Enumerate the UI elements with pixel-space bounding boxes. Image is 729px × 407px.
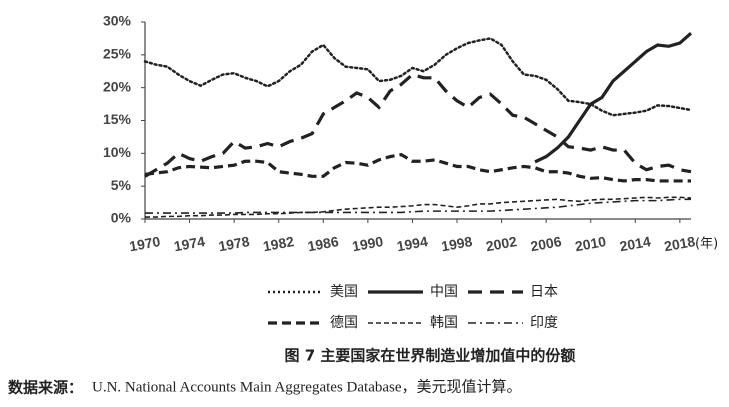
x-tick-label: 2002 (485, 233, 519, 254)
chart-title: 图 7 主要国家在世界制造业增加值中的份额 (285, 347, 576, 365)
legend-label: 韩国 (430, 315, 458, 331)
y-tick-label: 25% (103, 46, 132, 62)
legend-label: 中国 (430, 284, 458, 300)
series-line (145, 196, 692, 218)
x-tick-label: 1998 (440, 233, 474, 254)
x-tick-label: 1994 (395, 233, 429, 254)
x-unit: (年) (695, 237, 718, 252)
legend-label: 印度 (530, 315, 558, 331)
y-tick-label: 15% (103, 111, 132, 127)
source-label: 数据来源： (8, 379, 83, 397)
series-line (143, 37, 693, 117)
source: U.N. National Accounts Main Aggregates D… (92, 377, 522, 395)
x-tick-label: 2014 (618, 233, 652, 254)
x-tick-label: 2006 (529, 233, 563, 254)
x-tick-label: 1974 (173, 233, 207, 254)
y-tick-label: 5% (111, 177, 132, 193)
y-tick-label: 10% (103, 144, 132, 160)
series-line (144, 152, 691, 183)
x-tick-label: 1990 (351, 233, 385, 254)
x-tick-label: 2010 (574, 233, 608, 254)
legend-label: 美国 (330, 284, 358, 300)
legend-label: 德国 (330, 315, 358, 331)
y-tick-label: 0% (111, 210, 132, 226)
y-tick-label: 20% (103, 78, 132, 94)
series-line (534, 31, 693, 164)
legend-label: 日本 (530, 284, 558, 300)
x-tick-label: 1970 (128, 233, 162, 254)
series-line (144, 72, 692, 178)
x-tick-label: 1982 (262, 233, 296, 254)
x-tick-label: 1978 (217, 233, 251, 254)
x-tick-label: 2018 (663, 233, 697, 254)
y-tick-label: 30% (103, 13, 132, 29)
x-tick-label: 1986 (306, 233, 340, 254)
series-line (145, 198, 691, 214)
